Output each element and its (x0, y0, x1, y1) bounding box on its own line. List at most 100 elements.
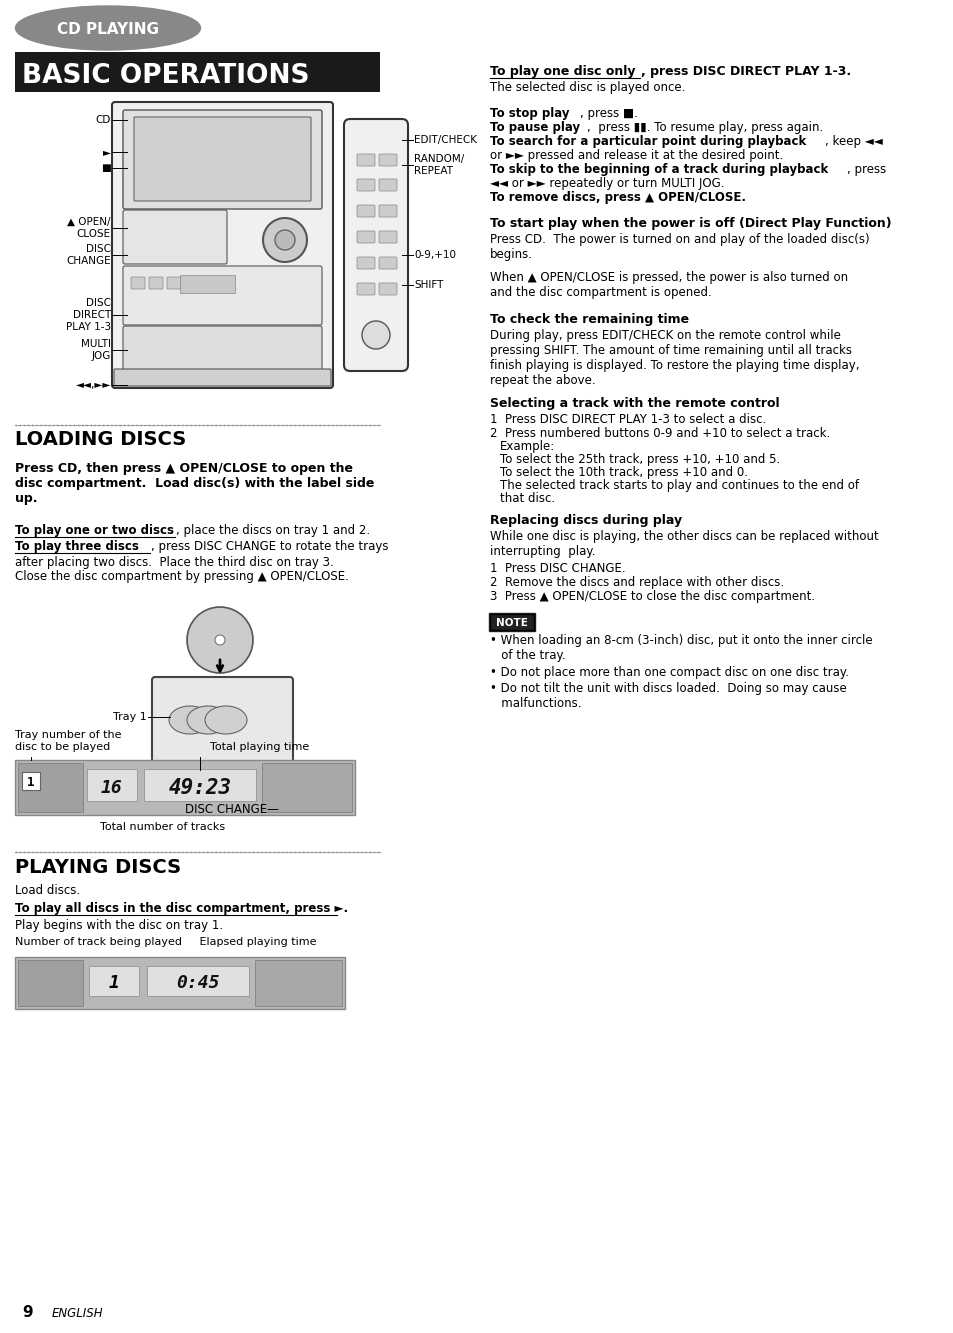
Text: Selecting a track with the remote control: Selecting a track with the remote contro… (490, 397, 779, 411)
Ellipse shape (15, 7, 200, 51)
Text: , place the discs on tray 1 and 2.: , place the discs on tray 1 and 2. (175, 524, 370, 537)
Text: Example:: Example: (499, 440, 555, 453)
Text: RANDOM/
REPEAT: RANDOM/ REPEAT (414, 155, 464, 176)
FancyBboxPatch shape (378, 231, 396, 243)
FancyBboxPatch shape (356, 283, 375, 295)
Text: MULTI
JOG: MULTI JOG (81, 339, 111, 361)
Text: During play, press EDIT/CHECK on the remote control while
pressing SHIFT. The am: During play, press EDIT/CHECK on the rem… (490, 329, 859, 387)
Text: , press ■.: , press ■. (579, 107, 638, 120)
Text: Number of track being played     Elapsed playing time: Number of track being played Elapsed pla… (15, 937, 316, 946)
FancyBboxPatch shape (344, 119, 408, 371)
Text: or ►► pressed and release it at the desired point.: or ►► pressed and release it at the desi… (490, 149, 782, 163)
Text: DISC
CHANGE: DISC CHANGE (67, 244, 111, 265)
FancyBboxPatch shape (147, 966, 249, 996)
Text: , press DISC DIRECT PLAY 1-3.: , press DISC DIRECT PLAY 1-3. (640, 65, 850, 79)
Text: To play one or two discs: To play one or two discs (15, 524, 173, 537)
Circle shape (214, 635, 225, 645)
Text: • When loading an 8-cm (3-inch) disc, put it onto the inner circle
   of the tra: • When loading an 8-cm (3-inch) disc, pu… (490, 635, 872, 663)
Text: ,  press ▮▮. To resume play, press again.: , press ▮▮. To resume play, press again. (586, 121, 822, 135)
Text: LOADING DISCS: LOADING DISCS (15, 431, 186, 449)
Circle shape (187, 607, 253, 673)
FancyBboxPatch shape (378, 179, 396, 191)
FancyBboxPatch shape (180, 275, 234, 293)
Text: To check the remaining time: To check the remaining time (490, 313, 688, 327)
FancyBboxPatch shape (149, 277, 163, 289)
FancyBboxPatch shape (22, 772, 40, 790)
Text: 1: 1 (28, 776, 34, 789)
FancyBboxPatch shape (15, 52, 379, 92)
FancyBboxPatch shape (356, 179, 375, 191)
Circle shape (263, 219, 307, 263)
Ellipse shape (187, 706, 229, 734)
FancyBboxPatch shape (356, 205, 375, 217)
FancyBboxPatch shape (87, 769, 137, 801)
Text: Total playing time: Total playing time (210, 742, 309, 752)
Text: Play begins with the disc on tray 1.: Play begins with the disc on tray 1. (15, 918, 223, 932)
Text: 3  Press ▲ OPEN/CLOSE to close the disc compartment.: 3 Press ▲ OPEN/CLOSE to close the disc c… (490, 591, 814, 603)
Text: 1  Press DISC DIRECT PLAY 1-3 to select a disc.: 1 Press DISC DIRECT PLAY 1-3 to select a… (490, 413, 765, 427)
Text: • Do not place more than one compact disc on one disc tray.: • Do not place more than one compact dis… (490, 666, 848, 678)
Ellipse shape (205, 706, 247, 734)
Text: To search for a particular point during playback: To search for a particular point during … (490, 135, 805, 148)
Text: To remove discs, press ▲ OPEN/CLOSE.: To remove discs, press ▲ OPEN/CLOSE. (490, 191, 745, 204)
Text: The selected disc is played once.: The selected disc is played once. (490, 81, 684, 95)
Text: Press CD.  The power is turned on and play of the loaded disc(s)
begins.: Press CD. The power is turned on and pla… (490, 233, 869, 261)
Text: NOTE: NOTE (496, 619, 527, 628)
Text: ENGLISH: ENGLISH (52, 1306, 104, 1320)
Text: Tray number of the
disc to be played: Tray number of the disc to be played (15, 730, 121, 752)
Text: 2  Press numbered buttons 0-9 and +10 to select a track.: 2 Press numbered buttons 0-9 and +10 to … (490, 427, 829, 440)
FancyBboxPatch shape (489, 613, 535, 631)
Text: 0:45: 0:45 (176, 974, 219, 992)
Text: 2  Remove the discs and replace with other discs.: 2 Remove the discs and replace with othe… (490, 576, 783, 589)
Text: 1: 1 (109, 974, 119, 992)
FancyBboxPatch shape (378, 155, 396, 167)
FancyBboxPatch shape (112, 103, 333, 388)
Text: When ▲ OPEN/CLOSE is pressed, the power is also turned on
and the disc compartme: When ▲ OPEN/CLOSE is pressed, the power … (490, 271, 847, 299)
FancyBboxPatch shape (254, 960, 341, 1006)
Text: Load discs.: Load discs. (15, 884, 80, 897)
Text: Close the disc compartment by pressing ▲ OPEN/CLOSE.: Close the disc compartment by pressing ▲… (15, 571, 349, 583)
Text: 49:23: 49:23 (169, 778, 232, 798)
FancyBboxPatch shape (123, 211, 227, 264)
Text: To pause play: To pause play (490, 121, 579, 135)
Text: SHIFT: SHIFT (414, 280, 443, 291)
FancyBboxPatch shape (356, 257, 375, 269)
FancyBboxPatch shape (89, 966, 139, 996)
Text: ▲ OPEN/
CLOSE: ▲ OPEN/ CLOSE (68, 217, 111, 239)
FancyBboxPatch shape (18, 762, 83, 812)
Text: To start play when the power is off (Direct Play Function): To start play when the power is off (Dir… (490, 217, 891, 231)
Circle shape (361, 321, 390, 349)
FancyBboxPatch shape (123, 327, 322, 380)
Text: To skip to the beginning of a track during playback: To skip to the beginning of a track duri… (490, 163, 827, 176)
FancyBboxPatch shape (113, 369, 331, 387)
Text: To stop play: To stop play (490, 107, 569, 120)
Text: PLAYING DISCS: PLAYING DISCS (15, 858, 181, 877)
Text: The selected track starts to play and continues to the end of: The selected track starts to play and co… (499, 479, 858, 492)
Circle shape (274, 231, 294, 251)
Text: To play three discs: To play three discs (15, 540, 139, 553)
FancyBboxPatch shape (133, 117, 311, 201)
Text: BASIC OPERATIONS: BASIC OPERATIONS (22, 63, 309, 89)
FancyBboxPatch shape (144, 769, 255, 801)
FancyBboxPatch shape (15, 957, 345, 1009)
Text: To select the 10th track, press +10 and 0.: To select the 10th track, press +10 and … (499, 467, 747, 479)
Text: , press: , press (846, 163, 885, 176)
Text: To select the 25th track, press +10, +10 and 5.: To select the 25th track, press +10, +10… (499, 453, 780, 467)
Text: DISC
DIRECT
PLAY 1-3: DISC DIRECT PLAY 1-3 (66, 299, 111, 332)
FancyBboxPatch shape (262, 762, 352, 812)
Text: 9: 9 (22, 1305, 32, 1320)
Text: ►: ► (103, 147, 111, 157)
FancyBboxPatch shape (148, 765, 302, 786)
FancyBboxPatch shape (152, 677, 293, 773)
Text: 16: 16 (101, 778, 123, 797)
FancyBboxPatch shape (123, 267, 322, 325)
Text: • Do not tilt the unit with discs loaded.  Doing so may cause
   malfunctions.: • Do not tilt the unit with discs loaded… (490, 682, 846, 710)
Text: To play all discs in the disc compartment, press ►.: To play all discs in the disc compartmen… (15, 902, 348, 914)
Ellipse shape (169, 706, 211, 734)
FancyBboxPatch shape (18, 960, 83, 1006)
Text: ■: ■ (101, 163, 111, 173)
Text: DISC CHANGE—: DISC CHANGE— (185, 802, 278, 816)
FancyBboxPatch shape (378, 205, 396, 217)
FancyBboxPatch shape (356, 155, 375, 167)
FancyBboxPatch shape (356, 231, 375, 243)
